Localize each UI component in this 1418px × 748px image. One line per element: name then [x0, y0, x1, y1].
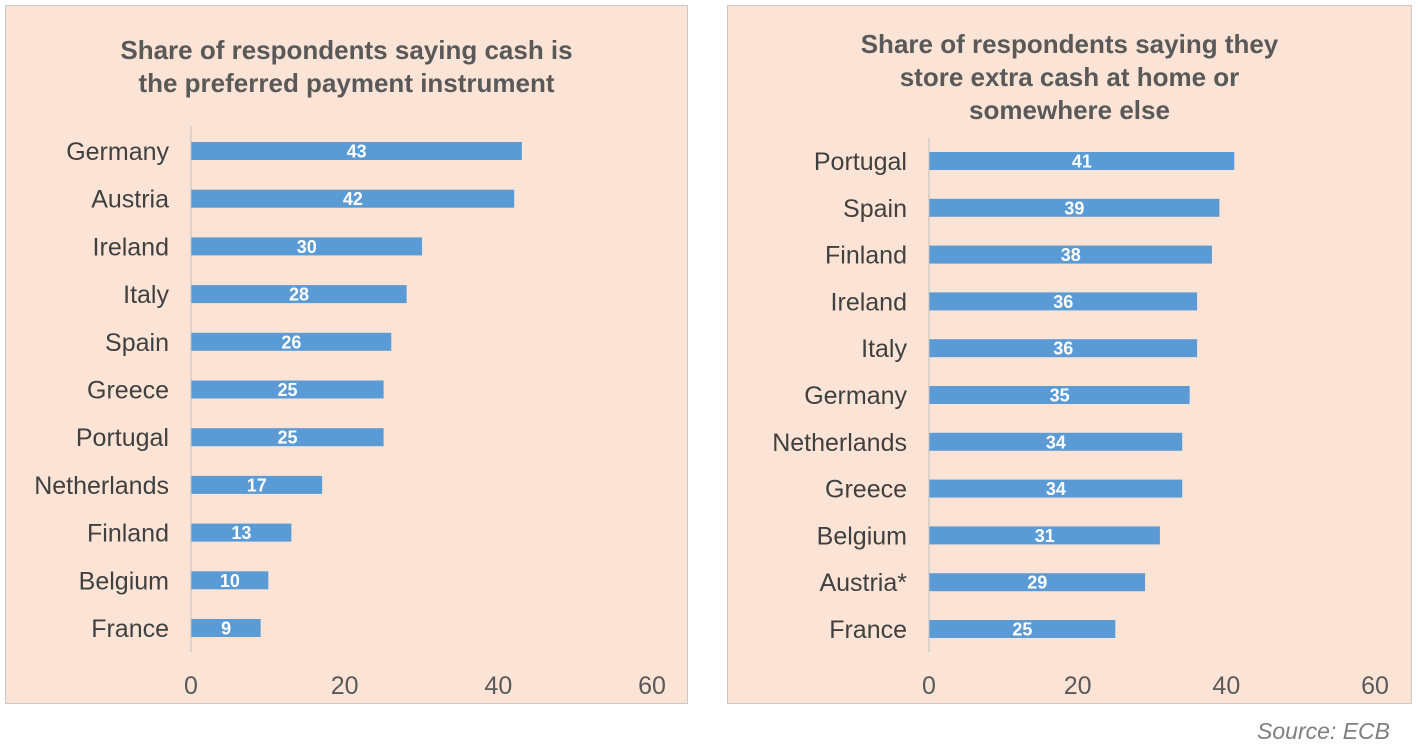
- category-label: Netherlands: [772, 429, 907, 457]
- data-label: 35: [1050, 386, 1070, 406]
- bar: [191, 619, 261, 637]
- data-label: 25: [278, 380, 298, 400]
- category-label: Portugal: [76, 424, 169, 452]
- category-label: Belgium: [817, 522, 907, 550]
- bar: [929, 152, 1235, 170]
- bar: [929, 245, 1212, 264]
- bar: [929, 292, 1198, 311]
- x-tick-label: 60: [638, 672, 666, 700]
- x-tick-label: 20: [1064, 672, 1092, 700]
- data-label: 41: [1072, 152, 1092, 172]
- data-label: 43: [347, 142, 367, 162]
- data-label: 29: [1027, 573, 1047, 593]
- data-label: 34: [1046, 432, 1066, 452]
- data-label: 28: [289, 285, 309, 305]
- category-label: Ireland: [831, 288, 907, 316]
- category-label: Italy: [861, 335, 907, 363]
- data-label: 13: [231, 523, 251, 543]
- bar: [929, 198, 1220, 217]
- data-label: 42: [343, 189, 363, 209]
- bar: [929, 386, 1190, 404]
- category-label: France: [91, 615, 169, 643]
- data-label: 30: [297, 237, 317, 257]
- category-label: Austria*: [819, 569, 907, 597]
- data-label: 25: [278, 428, 298, 448]
- category-label: Germany: [66, 138, 169, 166]
- chart-title: Share of respondents saying cash is the …: [6, 34, 687, 100]
- category-label: Spain: [105, 329, 169, 357]
- bar: [929, 432, 1183, 451]
- category-label: Italy: [123, 281, 169, 309]
- chart-title-line: Share of respondents saying they: [860, 29, 1279, 59]
- category-label: France: [829, 616, 907, 644]
- source-note: Source: ECB: [1257, 718, 1390, 744]
- data-label: 17: [247, 475, 267, 495]
- bar: [929, 620, 1116, 638]
- data-label: 36: [1053, 292, 1073, 312]
- bar: [191, 523, 292, 542]
- x-tick-label: 60: [1361, 672, 1389, 700]
- bar: [191, 189, 515, 208]
- bar: [929, 526, 1160, 545]
- chart-title-line: somewhere else: [969, 95, 1170, 125]
- x-tick-label: 20: [331, 672, 359, 700]
- bar: [191, 142, 522, 160]
- category-label: Finland: [825, 242, 907, 270]
- category-label: Spain: [843, 195, 907, 223]
- data-label: 38: [1061, 245, 1081, 265]
- chart-panel-cash-preferred: Share of respondents saying cash is the …: [5, 5, 688, 704]
- bar: [929, 573, 1146, 592]
- x-tick-label: 40: [484, 672, 512, 700]
- category-label: Finland: [87, 520, 169, 548]
- data-label: 34: [1046, 479, 1066, 499]
- bar: [191, 380, 384, 399]
- data-label: 25: [1012, 620, 1032, 640]
- chart-title-line: the preferred payment instrument: [138, 68, 555, 98]
- bar: [191, 237, 422, 256]
- chart-title-line: Share of respondents saying cash is: [120, 35, 573, 65]
- category-label: Ireland: [93, 233, 169, 261]
- chart-title: Share of respondents saying they store e…: [728, 28, 1411, 127]
- data-label: 26: [281, 332, 301, 352]
- category-label: Greece: [825, 476, 907, 504]
- data-label: 31: [1035, 526, 1055, 546]
- x-tick-label: 0: [184, 672, 198, 700]
- bar: [191, 285, 407, 304]
- data-label: 9: [221, 619, 231, 639]
- category-label: Greece: [87, 377, 169, 405]
- category-label: Belgium: [79, 567, 169, 595]
- category-label: Netherlands: [34, 472, 169, 500]
- category-label: Austria: [91, 186, 169, 214]
- category-label: Portugal: [814, 148, 907, 176]
- category-label: Germany: [804, 382, 907, 410]
- data-label: 36: [1053, 339, 1073, 359]
- x-tick-label: 0: [922, 672, 936, 700]
- bar: [191, 475, 323, 494]
- bar: [191, 332, 392, 351]
- bar: [929, 339, 1198, 358]
- bar: [191, 571, 269, 590]
- x-tick-label: 40: [1212, 672, 1240, 700]
- data-label: 10: [220, 571, 240, 591]
- bar: [929, 479, 1183, 498]
- bar: [191, 428, 384, 447]
- chart-title-line: store extra cash at home or: [899, 62, 1240, 92]
- data-label: 39: [1064, 198, 1084, 218]
